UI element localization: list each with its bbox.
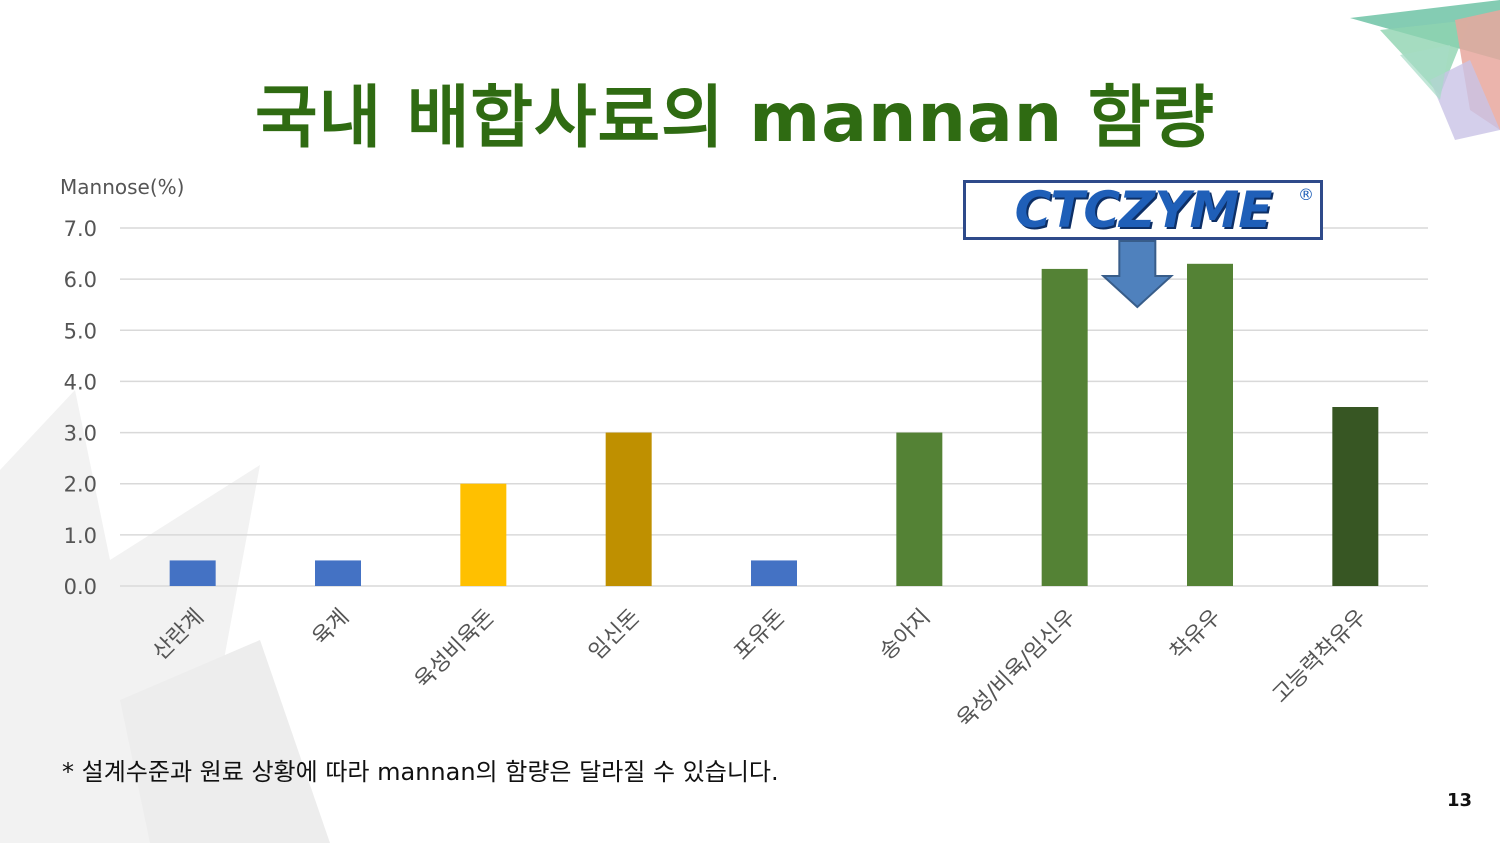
footnote: * 설계수준과 원료 상황에 따라 mannan의 함량은 달라질 수 있습니다… [62, 758, 779, 786]
bar [460, 483, 507, 586]
y-tick-label: 7.0 [64, 217, 97, 241]
x-tick-label: 고능력착유우 [1268, 605, 1372, 709]
slide-title: 국내 배합사료의 mannan 함량 [255, 79, 1215, 158]
y-tick-label: 5.0 [64, 319, 97, 343]
bar [896, 432, 943, 586]
y-tick-label: 2.0 [64, 473, 97, 497]
annotation-arrow [1100, 240, 1174, 309]
bar [751, 560, 797, 586]
logo-text: CTCZYME [1014, 181, 1273, 239]
x-tick-label: 육성비육돈 [410, 605, 499, 694]
bar [315, 560, 361, 586]
y-tick-label: 1.0 [64, 524, 97, 548]
y-axis-label: Mannose(%) [60, 175, 184, 199]
y-tick-label: 4.0 [64, 370, 97, 394]
y-tick-label: 0.0 [64, 575, 97, 599]
page-number: 13 [1446, 790, 1472, 811]
x-tick-label: 육성/비육/임신우 [953, 605, 1081, 733]
x-tick-label: 산란계 [148, 605, 209, 666]
bar [605, 432, 652, 586]
y-tick-label: 3.0 [64, 422, 97, 446]
bar [1332, 407, 1379, 586]
y-tick-label: 6.0 [64, 268, 97, 292]
bar [1187, 263, 1233, 586]
registered-mark: ® [1298, 185, 1314, 204]
x-tick-label: 착유우 [1166, 605, 1227, 666]
x-tick-label: 임신돈 [584, 605, 645, 666]
bar [1041, 268, 1088, 586]
x-tick-label: 송아지 [875, 605, 936, 666]
ctczyme-logo: CTCZYME ® [963, 180, 1323, 240]
bar [169, 560, 216, 586]
x-tick-label: 육계 [308, 605, 354, 651]
x-tick-label: 포유돈 [730, 605, 791, 666]
